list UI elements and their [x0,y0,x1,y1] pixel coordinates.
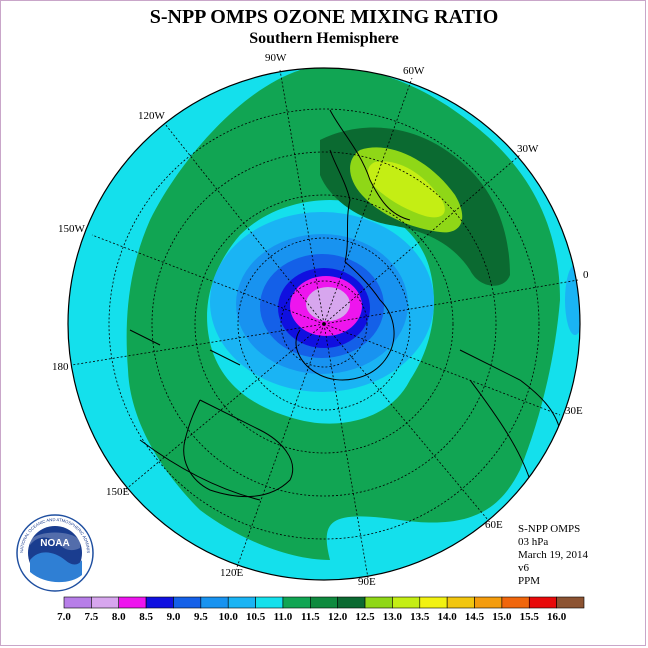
lon-label-180: 180 [52,361,69,373]
noaa-logo-text: NOAA [40,538,69,549]
lon-label-150w: 150W [58,223,86,235]
colorbar-tick-label: 14.5 [465,611,485,623]
colorbar-tick-label: 10.5 [246,611,266,623]
colorbar-tick-label: 16.0 [547,611,567,623]
lon-label-60e: 60E [485,519,503,531]
colorbar-swatch [501,596,530,609]
colorbar-swatch [282,596,311,609]
colorbar-swatch [474,596,503,609]
colorbar-tick-label: 12.0 [328,611,348,623]
lon-label-90w: 90W [265,52,287,64]
lon-label-120e: 120E [220,567,244,579]
lon-label-90e: 90E [358,576,376,588]
coastlines [129,109,561,501]
lon-label-150e: 150E [106,486,130,498]
colorbar-swatch [63,596,92,609]
info-panel: S-NPP OMPS 03 hPa March 19, 2014 v6 PPM [518,523,588,588]
map-subtitle: Southern Hemisphere [249,30,399,47]
lon-label-0: 0 [583,269,589,281]
colorbar-swatch [556,596,585,609]
longitude-labels: 90W 60W 120W 30W 150W 0 180 30E 150E 60E… [52,52,589,588]
colorbar-swatch [419,596,448,609]
map-boundary [67,67,581,581]
colorbar-tick-label: 15.0 [492,611,512,623]
colorbar-tick-label: 13.5 [410,611,430,623]
colorbar-swatch [145,596,174,609]
lon-label-30w: 30W [517,143,539,155]
colorbar-tick-label: 12.5 [355,611,375,623]
colorbar-tick-label: 8.0 [112,611,126,623]
info-units: PPM [518,575,541,587]
info-instrument: S-NPP OMPS [518,523,581,535]
colorbar-swatch [392,596,421,609]
info-level: 03 hPa [518,536,549,548]
colorbar-swatch [310,596,338,609]
colorbar-swatch [255,596,284,609]
colorbar-tick-label: 9.5 [194,611,208,623]
info-version: v6 [518,562,529,574]
colorbar-tick-label: 15.5 [520,611,540,623]
lon-label-60w: 60W [403,65,425,77]
colorbar: 7.0 7.5 8.0 8.5 9.0 9.5 10.0 10.5 11.0 11.5 12.0 12… [57,596,585,623]
info-date: March 19, 2014 [518,549,588,561]
colorbar-tick-label: 11.0 [274,611,293,623]
map-title: S-NPP OMPS OZONE MIXING RATIO [149,6,499,28]
colorbar-swatch [337,596,366,609]
lon-label-120w: 120W [138,110,166,122]
colorbar-swatch [200,596,229,609]
colorbar-tick-label: 11.5 [301,611,320,623]
ozone-contour-field [68,68,580,580]
lon-label-30e: 30E [565,405,583,417]
colorbar-swatch [91,596,120,609]
graticule [71,69,579,579]
colorbar-swatch [118,596,147,609]
colorbar-tick-label: 7.5 [84,611,98,623]
colorbar-swatch [227,596,256,609]
colorbar-tick-label: 10.0 [219,611,239,623]
colorbar-tick-label: 9.0 [167,611,181,623]
colorbar-tick-label: 7.0 [57,611,71,623]
colorbar-swatch [528,596,557,609]
colorbar-tick-label: 8.5 [139,611,153,623]
colorbar-swatch [173,596,202,609]
colorbar-tick-label: 13.0 [383,611,403,623]
colorbar-tick-label: 14.0 [438,611,458,623]
colorbar-swatch [446,596,475,609]
colorbar-swatch [364,596,393,609]
